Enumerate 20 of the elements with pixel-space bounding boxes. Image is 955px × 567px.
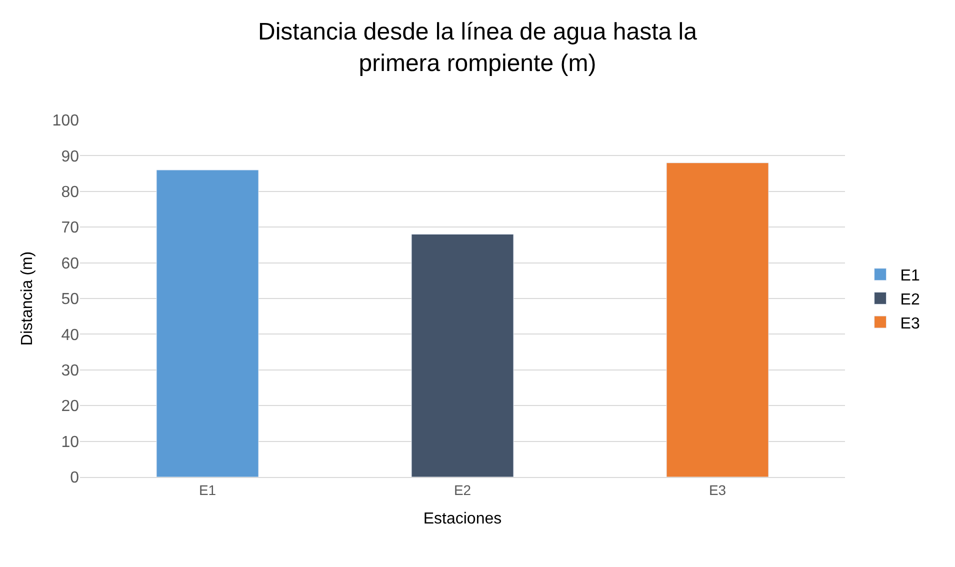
y-tick-label: 70 — [61, 220, 80, 237]
y-tick-label: 0 — [70, 470, 80, 487]
x-axis-title: Estaciones — [423, 510, 502, 528]
x-tick-label: E1 — [198, 482, 216, 498]
x-tick-label: E3 — [708, 482, 726, 498]
x-tick-label: E2 — [454, 482, 472, 498]
legend-label: E3 — [900, 315, 920, 332]
y-tick-label: 100 — [52, 112, 80, 130]
y-tick-label: 10 — [61, 434, 80, 451]
legend-label: E1 — [900, 268, 920, 285]
y-tick-label: 40 — [61, 326, 80, 344]
chart-title: Distancia desde la línea de agua hasta la primera rompiente (m) — [258, 18, 698, 77]
y-tick-label: 90 — [61, 148, 80, 166]
y-axis-title: Distancia (m) — [19, 251, 36, 346]
y-tick-label: 30 — [61, 362, 80, 380]
y-tick-label: 50 — [61, 291, 80, 308]
y-tick-label: 80 — [61, 184, 80, 201]
y-tick-label: 60 — [61, 255, 80, 272]
y-tick-label: 20 — [61, 398, 80, 416]
legend-label: E2 — [900, 291, 920, 308]
